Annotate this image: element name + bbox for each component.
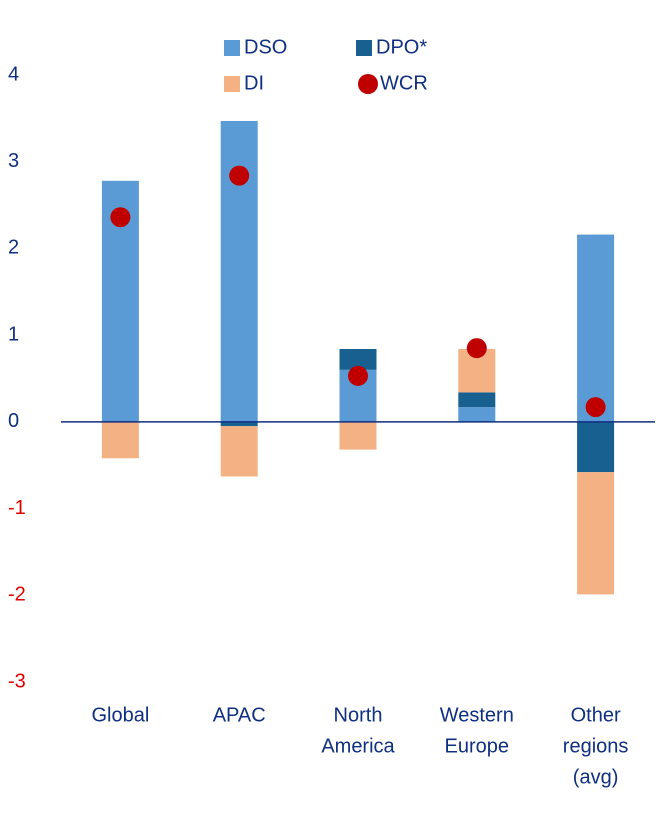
bar-segment [339, 349, 377, 370]
y-tick-label: 1 [8, 323, 19, 345]
legend-marker [356, 40, 372, 56]
y-tick-label: 4 [8, 63, 19, 85]
x-tick-label: (avg) [573, 766, 619, 788]
x-tick-label: APAC [213, 704, 266, 726]
x-tick-label: Other [571, 704, 621, 726]
x-tick-label: Western [440, 704, 514, 726]
y-tick-label: -3 [8, 670, 26, 692]
wcr-dot [110, 207, 131, 228]
wcr-dot [229, 165, 250, 186]
bar-segment [220, 426, 258, 477]
x-tick-label: Europe [445, 735, 510, 757]
bar-segment [577, 421, 615, 473]
bar-segment [101, 421, 139, 459]
y-tick-label: -1 [8, 497, 26, 519]
legend-label: DI [244, 72, 264, 94]
legend-label: WCR [380, 72, 428, 94]
bar-segment [577, 234, 615, 422]
y-tick-label: -2 [8, 584, 26, 606]
x-tick-label: America [321, 735, 395, 757]
legend-label: DSO [244, 36, 287, 58]
bar-segment [458, 407, 496, 422]
y-tick-label: 2 [8, 237, 19, 259]
legend-marker [358, 74, 378, 94]
x-tick-label: Global [91, 704, 149, 726]
x-tick-label: North [334, 704, 383, 726]
wcr-dot [466, 338, 487, 359]
wcr-dot [585, 397, 606, 418]
y-tick-label: 0 [8, 410, 19, 432]
wcr-dot [348, 365, 368, 386]
bar-segment [577, 472, 615, 595]
bar-segment [339, 421, 377, 450]
legend-marker [224, 40, 240, 56]
y-tick-label: 3 [8, 150, 19, 172]
legend-label: DPO* [376, 36, 427, 58]
bar-segment [458, 392, 496, 408]
x-tick-label: regions [563, 735, 629, 757]
legend-marker [224, 76, 240, 92]
bar-segment [220, 421, 258, 427]
